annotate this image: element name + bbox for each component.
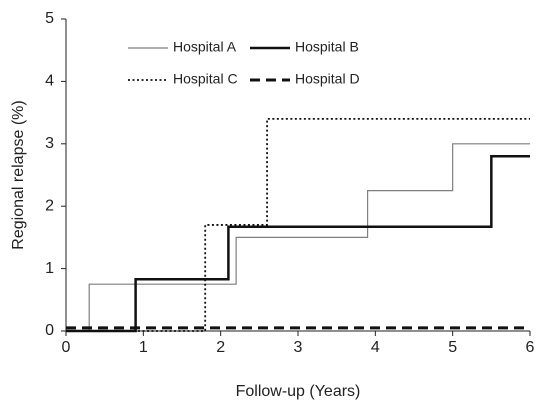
x-tick-label: 4 — [371, 339, 380, 356]
legend-label: Hospital C — [173, 71, 238, 87]
y-axis-label: Regional relapse (%) — [10, 100, 27, 249]
y-tick-label: 5 — [45, 10, 54, 27]
y-tick-label: 4 — [45, 73, 54, 90]
x-axis-label: Follow-up (Years) — [236, 383, 361, 400]
y-tick-label: 1 — [45, 260, 54, 277]
legend: Hospital A Hospital B Hospital C Hospital D — [128, 39, 360, 87]
x-tick-label: 1 — [139, 339, 148, 356]
series-line — [66, 143, 530, 332]
legend-label: Hospital A — [173, 39, 237, 55]
series-line — [66, 117, 530, 332]
x-tick-label: 5 — [448, 339, 457, 356]
x-tick-label: 6 — [526, 339, 535, 356]
series-line — [66, 155, 530, 333]
legend-label: Hospital B — [295, 39, 359, 55]
x-tick-label: 0 — [62, 339, 71, 356]
legend-label: Hospital D — [295, 71, 360, 87]
y-tick-label: 2 — [45, 197, 54, 214]
y-tick-label: 3 — [45, 135, 54, 152]
x-tick-label: 2 — [216, 339, 225, 356]
x-tick-label: 3 — [294, 339, 303, 356]
y-tick-label: 0 — [45, 322, 54, 339]
